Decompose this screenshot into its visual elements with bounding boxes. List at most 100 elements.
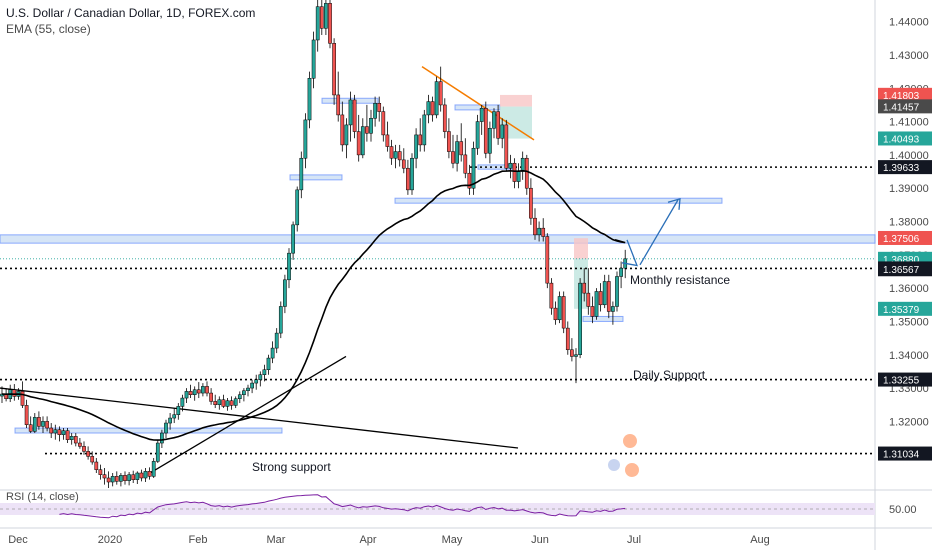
candle[interactable] — [32, 413, 37, 434]
candle[interactable] — [291, 221, 295, 260]
candle[interactable] — [545, 233, 550, 289]
candle[interactable] — [352, 94, 357, 139]
candle[interactable] — [225, 398, 230, 411]
candle[interactable] — [73, 433, 78, 447]
candle[interactable] — [262, 364, 267, 382]
candle[interactable] — [488, 121, 492, 164]
candle[interactable] — [139, 469, 144, 482]
candle[interactable] — [570, 338, 574, 362]
candle[interactable] — [512, 158, 517, 189]
candle[interactable] — [418, 118, 423, 152]
price-axis[interactable]: 1.440001.430001.420001.410001.400001.390… — [878, 17, 932, 462]
candle[interactable] — [119, 473, 123, 487]
candle[interactable] — [69, 433, 74, 445]
candle[interactable] — [434, 76, 439, 119]
candle[interactable] — [549, 278, 554, 315]
candle[interactable] — [106, 471, 111, 488]
candle[interactable] — [565, 321, 570, 355]
candle[interactable] — [192, 386, 197, 401]
candle[interactable] — [283, 274, 287, 314]
flag-icon[interactable] — [608, 459, 620, 471]
candle[interactable] — [213, 394, 218, 409]
candle[interactable] — [295, 186, 300, 232]
event-marker-icon[interactable] — [623, 434, 637, 448]
candle[interactable] — [315, 0, 320, 52]
candle[interactable] — [594, 288, 599, 320]
candle[interactable] — [180, 394, 185, 412]
candle[interactable] — [561, 291, 566, 334]
time-axis[interactable]: Dec 2020 Feb Mar Apr May Jun Jul Aug — [8, 534, 770, 546]
candle[interactable] — [188, 384, 193, 399]
candle[interactable] — [397, 144, 402, 167]
candle[interactable] — [41, 416, 45, 434]
candle[interactable] — [160, 429, 164, 449]
candle[interactable] — [221, 394, 226, 409]
candle[interactable] — [258, 371, 263, 387]
candle[interactable] — [381, 106, 386, 142]
candle[interactable] — [340, 101, 345, 152]
candle[interactable] — [254, 374, 259, 390]
candle[interactable] — [365, 104, 369, 142]
candle[interactable] — [184, 388, 189, 404]
price-badge[interactable] — [878, 87, 932, 102]
candle[interactable] — [233, 396, 238, 409]
candle[interactable] — [373, 96, 377, 127]
candle[interactable] — [348, 91, 353, 142]
candle[interactable] — [533, 208, 537, 240]
rsi-indicator-label[interactable]: RSI (14, close) — [6, 491, 79, 503]
candle[interactable] — [615, 271, 619, 312]
candle[interactable] — [53, 424, 58, 440]
candle[interactable] — [12, 384, 17, 401]
candle[interactable] — [611, 301, 615, 325]
candle[interactable] — [217, 396, 222, 410]
candle[interactable] — [242, 388, 246, 402]
candle[interactable] — [557, 291, 562, 324]
candle[interactable] — [483, 101, 488, 159]
candle[interactable] — [237, 391, 242, 404]
candle[interactable] — [471, 141, 476, 195]
candle[interactable] — [455, 134, 459, 172]
candle[interactable] — [414, 128, 418, 169]
candle[interactable] — [344, 118, 349, 159]
candle[interactable] — [406, 159, 410, 195]
candle[interactable] — [553, 301, 558, 325]
candle[interactable] — [336, 71, 341, 122]
candle[interactable] — [78, 438, 82, 449]
candle[interactable] — [586, 268, 591, 315]
candle[interactable] — [332, 38, 336, 105]
candle[interactable] — [520, 151, 525, 180]
candle[interactable] — [82, 441, 86, 455]
candle[interactable] — [90, 451, 95, 465]
candle[interactable] — [98, 464, 103, 480]
candle[interactable] — [196, 382, 201, 399]
price-badge[interactable] — [878, 131, 932, 146]
candle[interactable] — [229, 396, 234, 410]
candle[interactable] — [307, 71, 312, 129]
candle[interactable] — [278, 301, 283, 339]
price-badge[interactable] — [878, 301, 932, 316]
candle[interactable] — [45, 416, 49, 432]
candle[interactable] — [504, 119, 509, 172]
candle[interactable] — [500, 118, 505, 149]
candle[interactable] — [582, 268, 587, 302]
candle[interactable] — [164, 419, 168, 439]
candle[interactable] — [574, 348, 578, 384]
price-badge[interactable] — [878, 262, 932, 277]
candle[interactable] — [410, 153, 414, 195]
candle[interactable] — [172, 408, 177, 424]
candle[interactable] — [168, 413, 172, 430]
event-marker-icon[interactable] — [625, 463, 639, 477]
candle[interactable] — [24, 399, 29, 429]
candle[interactable] — [147, 467, 152, 480]
candle[interactable] — [287, 248, 291, 289]
candle[interactable] — [508, 154, 513, 179]
candle[interactable] — [602, 274, 607, 309]
candle[interactable] — [475, 114, 480, 155]
candle[interactable] — [266, 354, 271, 375]
candle[interactable] — [86, 446, 90, 460]
candle[interactable] — [529, 178, 533, 225]
candle[interactable] — [246, 384, 250, 397]
candle[interactable] — [393, 144, 398, 169]
candle[interactable] — [37, 411, 41, 430]
candle[interactable] — [422, 109, 427, 152]
